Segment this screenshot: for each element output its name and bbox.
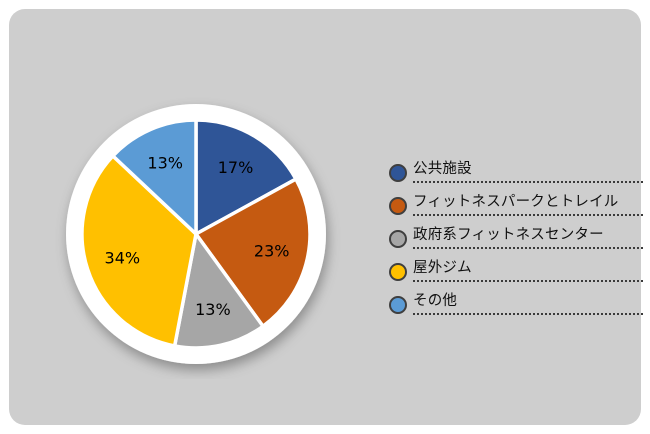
pie-slice-0	[194, 118, 298, 236]
legend-label: 公共施設	[413, 161, 472, 177]
legend-swatch-icon	[389, 197, 407, 215]
legend-label: その他	[413, 293, 458, 309]
pie-chart-svg: 17% 23% 13% 34% 13%	[66, 104, 326, 364]
pie-data-label: 13%	[195, 300, 231, 319]
pie-data-label: 23%	[254, 241, 290, 260]
legend-item-public-facilities: 公共施設	[389, 159, 643, 183]
pie-slice-4	[111, 118, 198, 236]
pie-slice-1	[194, 177, 312, 328]
pie-data-label: 17%	[218, 158, 254, 177]
chart-legend: 公共施設 フィットネスパークとトレイル 政府系フィットネスセンター 屋外ジム そ…	[389, 159, 643, 324]
pie-data-label: 13%	[147, 153, 183, 172]
legend-leader-line: その他	[413, 291, 643, 315]
pie-chart: 17% 23% 13% 34% 13%	[51, 89, 341, 379]
pie-labels-group: 17% 23% 13% 34% 13%	[105, 153, 290, 319]
legend-swatch-icon	[389, 296, 407, 314]
chart-card: 17% 23% 13% 34% 13% 公共施設 フィットネスパークとトレイル 政府系フ…	[9, 9, 643, 425]
legend-item-others: その他	[389, 291, 643, 315]
legend-leader-line: フィットネスパークとトレイル	[413, 192, 643, 216]
pie-data-label: 34%	[105, 249, 141, 268]
pie-slice-2	[172, 232, 265, 350]
legend-label: 屋外ジム	[413, 260, 472, 276]
legend-label: 政府系フィットネスセンター	[413, 227, 604, 243]
legend-leader-line: 政府系フィットネスセンター	[413, 225, 643, 249]
legend-label: フィットネスパークとトレイル	[413, 194, 619, 210]
legend-item-outdoor-gyms: 屋外ジム	[389, 258, 643, 282]
legend-swatch-icon	[389, 164, 407, 182]
legend-item-fitness-parks-trails: フィットネスパークとトレイル	[389, 192, 643, 216]
legend-leader-line: 屋外ジム	[413, 258, 643, 282]
legend-swatch-icon	[389, 263, 407, 281]
pie-slice-3	[80, 154, 198, 348]
legend-swatch-icon	[389, 230, 407, 248]
legend-item-government-fitness-centers: 政府系フィットネスセンター	[389, 225, 643, 249]
pie-slices-group	[80, 118, 312, 350]
legend-leader-line: 公共施設	[413, 159, 643, 183]
